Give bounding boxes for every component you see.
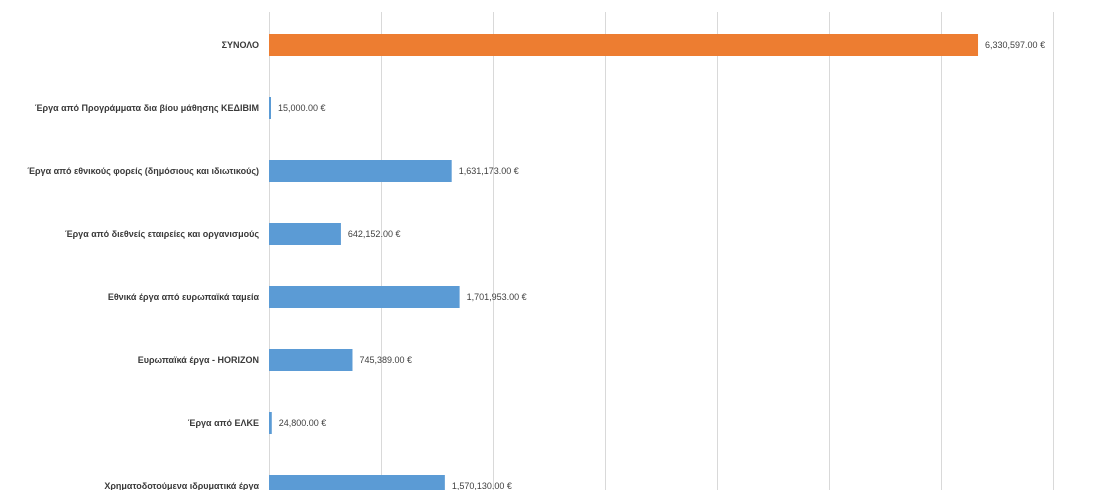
category-label: Έργα από εθνικούς φορείς (δημόσιους και … [27, 166, 259, 176]
data-label: 6,330,597.00 € [985, 40, 1045, 50]
bar [269, 349, 353, 371]
category-label: Χρηματοδοτούμενα ιδρυματικά έργα [104, 481, 259, 490]
bar [269, 475, 445, 490]
category-label: Έργα από διεθνείς εταιρείες και οργανισμ… [65, 229, 259, 239]
category-label: Έργα από Προγράμματα δια βίου μάθησης ΚΕ… [35, 103, 259, 113]
data-label: 15,000.00 € [278, 103, 326, 113]
data-label: 24,800.00 € [279, 418, 327, 428]
bar [269, 286, 460, 308]
bar [269, 160, 452, 182]
data-label: 642,152.00 € [348, 229, 401, 239]
data-label: 1,631,173.00 € [459, 166, 519, 176]
category-label: Ευρωπαϊκά έργα - HORIZON [138, 355, 259, 365]
bar [269, 97, 271, 119]
category-label: Έργα από ΕΛΚΕ [188, 418, 259, 428]
bar [269, 34, 979, 56]
category-label: ΣΥΝΟΛΟ [222, 40, 259, 50]
bar [269, 412, 272, 434]
data-label: 1,701,953.00 € [467, 292, 527, 302]
data-label: 1,570,130.00 € [452, 481, 512, 490]
category-label: Εθνικά έργα από ευρωπαϊκά ταμεία [108, 292, 260, 302]
bar [269, 223, 341, 245]
data-label: 745,389.00 € [359, 355, 412, 365]
